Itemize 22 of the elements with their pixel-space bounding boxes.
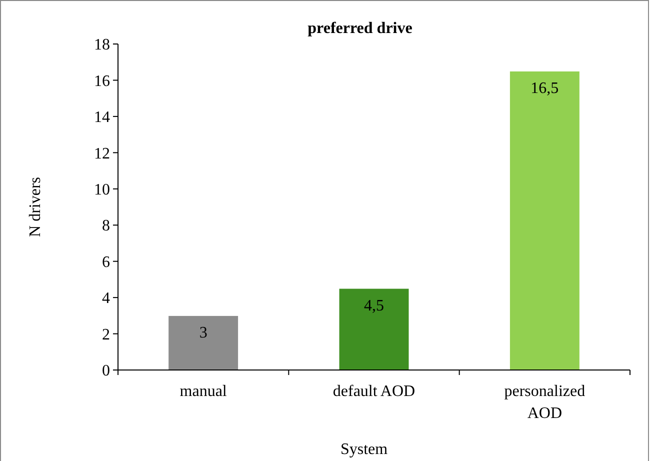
data-label: 3 — [199, 324, 208, 342]
y-axis-title: N drivers — [27, 177, 44, 237]
chart-title: preferred drive — [308, 20, 412, 37]
x-tick-label: manual — [180, 383, 228, 400]
data-label: 4,5 — [364, 298, 384, 314]
bar — [509, 70, 580, 370]
y-tick-label: 2 — [102, 326, 110, 344]
x-tick-label: default AOD — [332, 383, 416, 400]
y-tick-label: 8 — [102, 218, 110, 235]
y-tick-label: 16 — [94, 72, 110, 90]
bar — [338, 288, 410, 370]
bar — [168, 315, 239, 370]
y-tick-label: 18 — [94, 36, 110, 54]
x-axis-title: System — [340, 441, 388, 458]
y-tick-label: 12 — [94, 145, 110, 162]
y-tick-label: 10 — [94, 181, 110, 198]
data-label: 16,5 — [530, 80, 559, 98]
y-tick-label: 4 — [102, 290, 110, 308]
y-tick-label: 6 — [102, 254, 110, 271]
x-tick-label: personalized AOD — [504, 383, 586, 422]
y-tick-label: 0 — [102, 362, 110, 380]
y-tick-label: 14 — [94, 109, 110, 126]
